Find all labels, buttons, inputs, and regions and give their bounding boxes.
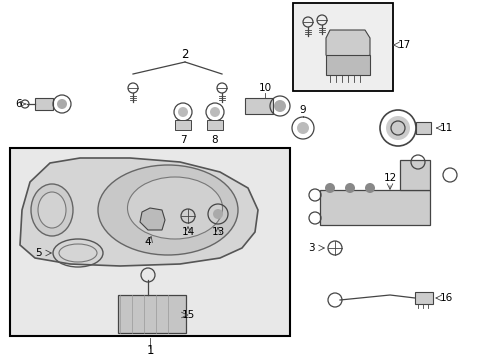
Text: 7: 7 bbox=[179, 135, 186, 145]
Polygon shape bbox=[20, 158, 258, 266]
Ellipse shape bbox=[98, 165, 238, 255]
Circle shape bbox=[213, 209, 223, 219]
Bar bbox=[325, 55, 369, 75]
Text: 11: 11 bbox=[439, 123, 452, 133]
Bar bbox=[399, 160, 429, 190]
Text: 3: 3 bbox=[308, 243, 314, 253]
Text: 17: 17 bbox=[397, 40, 410, 50]
Bar bbox=[118, 295, 185, 333]
Bar bbox=[319, 190, 429, 225]
Text: 15: 15 bbox=[182, 310, 195, 320]
Text: 6: 6 bbox=[15, 99, 22, 109]
Circle shape bbox=[57, 99, 67, 109]
Polygon shape bbox=[325, 30, 369, 60]
Bar bbox=[175, 120, 191, 130]
Bar bbox=[35, 98, 53, 110]
Text: 13: 13 bbox=[211, 227, 224, 237]
Text: 14: 14 bbox=[181, 227, 194, 237]
Ellipse shape bbox=[31, 184, 73, 236]
Circle shape bbox=[273, 100, 285, 112]
Text: 1: 1 bbox=[146, 343, 153, 356]
Text: 2: 2 bbox=[181, 49, 188, 62]
Bar bbox=[206, 120, 223, 130]
Circle shape bbox=[364, 183, 374, 193]
Text: 4: 4 bbox=[144, 237, 151, 247]
Bar bbox=[292, 3, 392, 91]
Bar bbox=[415, 122, 430, 134]
Circle shape bbox=[209, 107, 220, 117]
Circle shape bbox=[385, 116, 409, 140]
Bar bbox=[244, 98, 272, 114]
Circle shape bbox=[345, 183, 354, 193]
Text: 10: 10 bbox=[258, 83, 271, 93]
Circle shape bbox=[296, 122, 308, 134]
Text: 12: 12 bbox=[383, 173, 396, 183]
Text: 9: 9 bbox=[299, 105, 305, 115]
Text: 16: 16 bbox=[439, 293, 452, 303]
Text: 5: 5 bbox=[35, 248, 42, 258]
Polygon shape bbox=[140, 208, 164, 230]
Ellipse shape bbox=[127, 177, 222, 239]
Bar bbox=[10, 148, 289, 336]
Text: 8: 8 bbox=[211, 135, 218, 145]
Bar bbox=[414, 292, 432, 304]
Ellipse shape bbox=[38, 192, 66, 228]
Circle shape bbox=[325, 183, 334, 193]
Circle shape bbox=[178, 107, 187, 117]
